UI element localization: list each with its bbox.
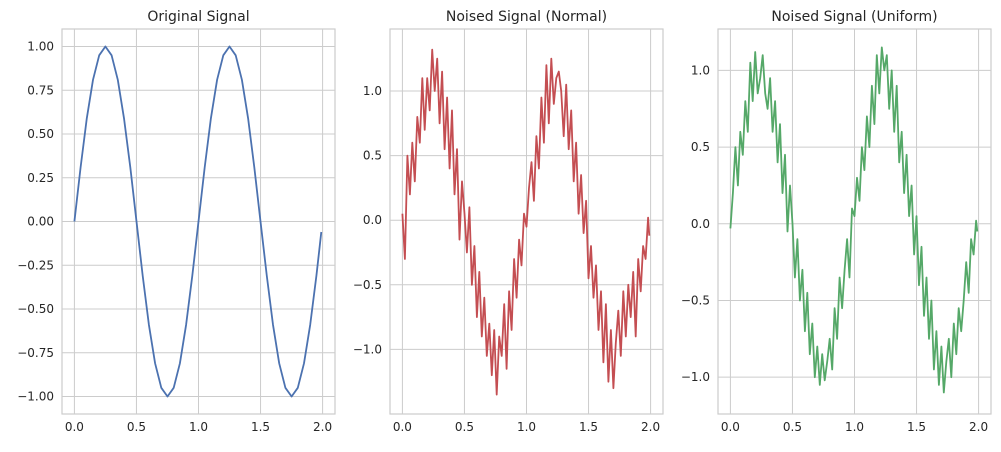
chart-title: Noised Signal (Normal) xyxy=(446,9,607,25)
x-tick-label: 0.5 xyxy=(455,420,474,434)
axes-frame xyxy=(389,28,664,415)
y-tick-label: 0.75 xyxy=(27,83,54,97)
x-tick-label: 1.5 xyxy=(579,420,598,434)
x-tick-label: 2.0 xyxy=(641,420,660,434)
x-tick-label: 1.5 xyxy=(907,420,926,434)
x-tick-label: 0.0 xyxy=(393,420,412,434)
series-line xyxy=(401,48,651,396)
y-tick-label: 0.5 xyxy=(363,149,382,163)
x-tick-label: 0.0 xyxy=(721,420,740,434)
axes-frame xyxy=(61,28,336,415)
chart-original-signal: 0.0 0.5 1.0 1.5 2.0 −1.00 −0.75 −0.50 −0.25 0.00 0… xyxy=(17,9,336,434)
y-tick-label: −0.25 xyxy=(17,258,54,272)
y-tick-label: −1.0 xyxy=(353,342,382,356)
y-tick-label: 1.00 xyxy=(27,40,54,54)
y-tick-label: 0.5 xyxy=(691,140,710,154)
x-tick-label: 1.5 xyxy=(251,420,270,434)
chart-title: Original Signal xyxy=(147,9,249,25)
y-tick-label: −1.0 xyxy=(681,370,710,384)
x-tick-label: 2.0 xyxy=(969,420,988,434)
y-tick-label: 0.0 xyxy=(691,217,710,231)
chart-noised-uniform: 0.0 0.5 1.0 1.5 2.0 −1.0 −0.5 0.0 0.5 1.0 Noised S… xyxy=(681,9,992,434)
chart-title: Noised Signal (Uniform) xyxy=(771,9,937,25)
y-tick-label: −0.5 xyxy=(353,278,382,292)
x-tick-label: 0.5 xyxy=(127,420,146,434)
y-tick-label: −0.75 xyxy=(17,346,54,360)
y-tick-label: −0.50 xyxy=(17,302,54,316)
x-tick-label: 1.0 xyxy=(517,420,536,434)
x-tick-label: 0.5 xyxy=(783,420,802,434)
y-tick-label: 0.0 xyxy=(363,213,382,227)
axes-frame xyxy=(717,28,992,415)
y-tick-label: −1.00 xyxy=(17,390,54,404)
chart-noised-normal: 0.0 0.5 1.0 1.5 2.0 −1.0 −0.5 0.0 0.5 1.0 Noised S… xyxy=(353,9,664,434)
series-line xyxy=(73,45,323,398)
x-tick-label: 0.0 xyxy=(65,420,84,434)
x-tick-label: 1.0 xyxy=(189,420,208,434)
y-tick-label: 1.0 xyxy=(691,63,710,77)
x-tick-label: 1.0 xyxy=(845,420,864,434)
y-tick-label: 1.0 xyxy=(363,84,382,98)
y-tick-label: −0.5 xyxy=(681,293,710,307)
y-tick-label: 0.25 xyxy=(27,171,54,185)
y-tick-label: 0.00 xyxy=(27,215,54,229)
x-tick-label: 2.0 xyxy=(313,420,332,434)
y-tick-label: 0.50 xyxy=(27,127,54,141)
series-line xyxy=(729,46,979,394)
